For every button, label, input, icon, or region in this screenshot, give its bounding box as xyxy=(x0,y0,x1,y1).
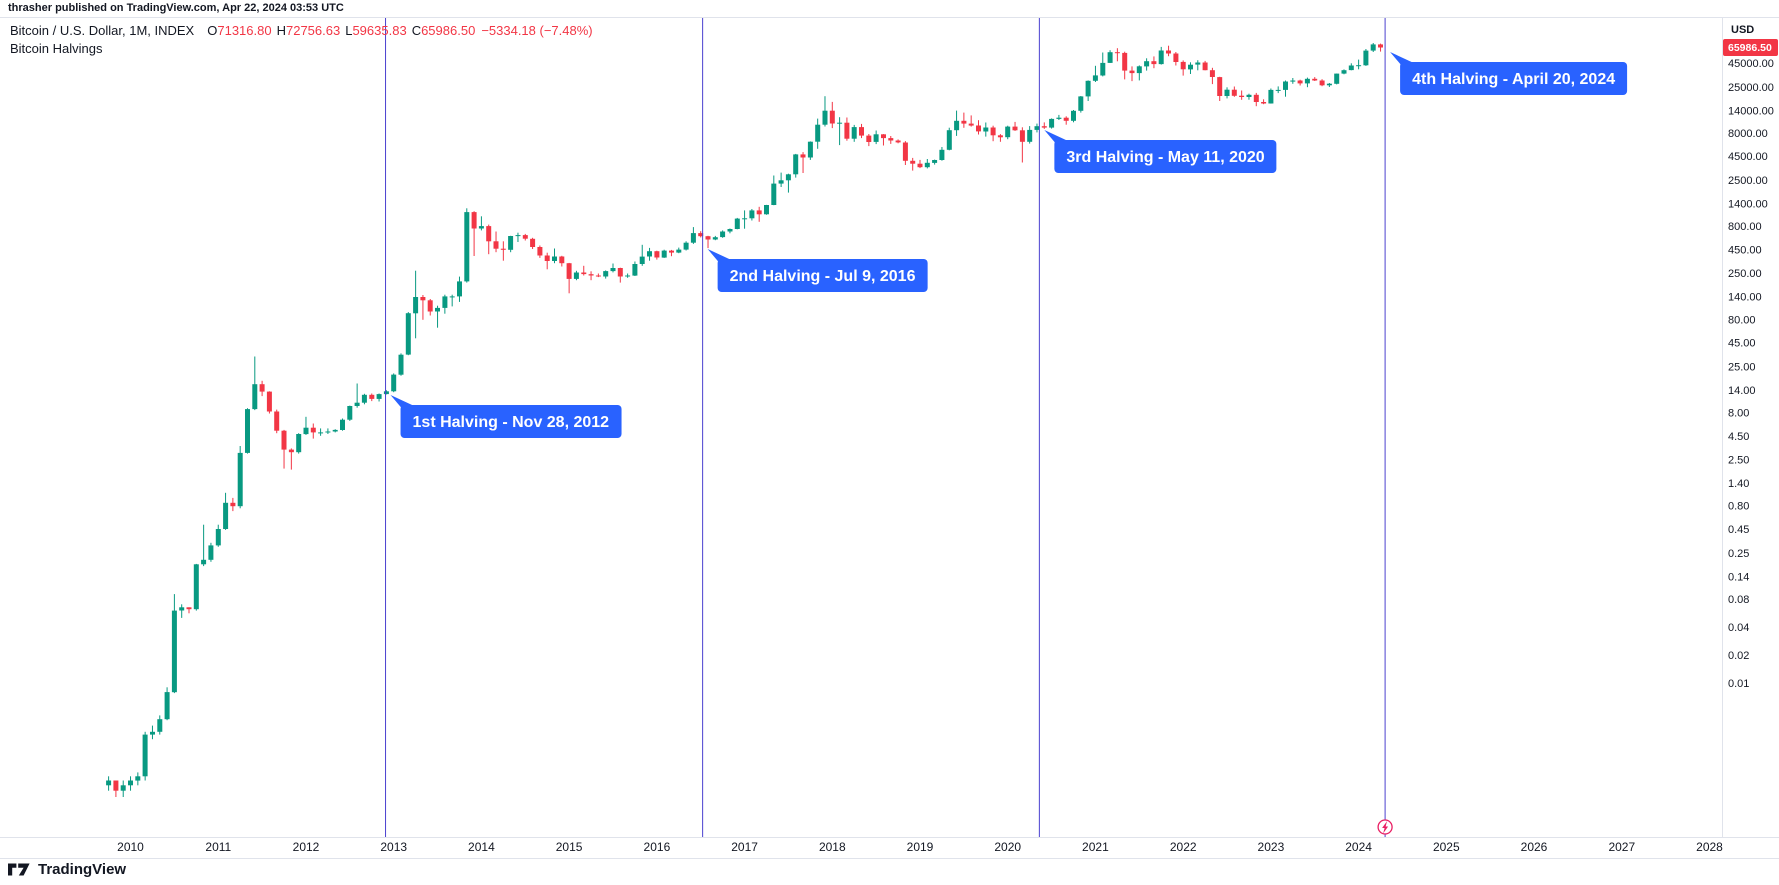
halving-label-text: 3rd Halving - May 11, 2020 xyxy=(1066,149,1264,166)
price-tick-label: 0.25 xyxy=(1728,548,1749,560)
low-label: L xyxy=(345,23,353,38)
price-tick-label: 0.45 xyxy=(1728,524,1749,536)
price-tick-label: 14.00 xyxy=(1728,385,1756,397)
attribution-bar: thrasher published on TradingView.com, A… xyxy=(8,2,344,14)
halving-label-bg xyxy=(1054,140,1277,173)
price-tick-label: 8.00 xyxy=(1728,408,1749,420)
price-tick-label: 2.50 xyxy=(1728,455,1749,467)
time-scale[interactable]: 2010 2011 2012 2013 2014 2015 2016 2017 2018 2019… xyxy=(117,840,1723,854)
symbol-title[interactable]: Bitcoin / U.S. Dollar, 1M, INDEX xyxy=(10,23,195,38)
year-tick-label: 2028 xyxy=(1696,840,1723,854)
price-tick-label: 140.00 xyxy=(1728,292,1762,304)
price-scale[interactable]: 45000.00 25000.00 14000.00 8000.00 4500.00 25… xyxy=(1728,58,1774,690)
halving-label-text: 1st Halving - Nov 28, 2012 xyxy=(413,414,610,431)
year-tick-label: 2024 xyxy=(1345,840,1372,854)
price-tick-label: 1.40 xyxy=(1728,478,1749,490)
price-tick-label: 4.50 xyxy=(1728,431,1749,443)
year-tick-label: 2016 xyxy=(644,840,671,854)
year-tick-label: 2014 xyxy=(468,840,495,854)
attribution-text: thrasher published on TradingView.com, A… xyxy=(8,2,344,14)
high-label: H xyxy=(276,23,286,38)
candlestick-series xyxy=(106,43,1383,797)
drawing-title[interactable]: Bitcoin Halvings xyxy=(10,41,103,56)
year-tick-label: 2011 xyxy=(205,840,231,854)
price-tick-label: 45.00 xyxy=(1728,338,1756,350)
year-tick-label: 2010 xyxy=(117,840,144,854)
tradingview-logo-icon xyxy=(8,863,30,876)
price-tick-label: 0.80 xyxy=(1728,501,1749,513)
price-tick-label: 25.00 xyxy=(1728,361,1756,373)
price-tick-label: 0.01 xyxy=(1728,678,1749,690)
svg-text:65986.50: 65986.50 xyxy=(1728,42,1772,54)
last-price-badge: 65986.50 xyxy=(1723,39,1778,56)
halving-label-pointer xyxy=(1044,130,1073,143)
year-tick-label: 2023 xyxy=(1258,840,1285,854)
price-tick-label: 800.00 xyxy=(1728,221,1762,233)
halving-label-bg xyxy=(1400,62,1628,95)
year-tick-label: 2021 xyxy=(1082,840,1109,854)
price-tick-label: 1400.00 xyxy=(1728,199,1768,211)
halving-label-pointer xyxy=(390,395,419,408)
halving-label-pointer xyxy=(1390,52,1419,65)
chart-legend: Bitcoin / U.S. Dollar, 1M, INDEX O71316.8… xyxy=(10,23,593,57)
price-tick-label: 250.00 xyxy=(1728,268,1762,280)
price-tick-label: 8000.00 xyxy=(1728,128,1768,140)
year-tick-label: 2022 xyxy=(1170,840,1197,854)
price-tick-label: 0.08 xyxy=(1728,594,1749,606)
halving-label-bg xyxy=(400,405,622,438)
year-tick-label: 2020 xyxy=(994,840,1021,854)
chart-pane[interactable] xyxy=(0,18,1722,837)
price-tick-label: 0.04 xyxy=(1728,622,1749,634)
halving-label-bg xyxy=(717,259,928,292)
high-value: 72756.63 xyxy=(285,23,341,38)
halving-label[interactable]: 1st Halving - Nov 28, 2012 xyxy=(390,395,622,438)
halving-event-icon[interactable] xyxy=(1377,819,1393,835)
halving-label-pointer xyxy=(707,249,736,262)
year-tick-label: 2015 xyxy=(556,840,583,854)
year-tick-label: 2013 xyxy=(380,840,407,854)
tradingview-logo-text: TradingView xyxy=(38,861,127,878)
change-value: −5334.18 (−7.48%) xyxy=(481,23,593,38)
year-tick-label: 2026 xyxy=(1521,840,1548,854)
year-tick-label: 2018 xyxy=(819,840,846,854)
price-tick-label: 450.00 xyxy=(1728,244,1762,256)
price-tick-label: 4500.00 xyxy=(1728,151,1768,163)
open-label: O xyxy=(207,23,218,38)
symbol-ohlc-row: Bitcoin / U.S. Dollar, 1M, INDEX O71316.8… xyxy=(10,23,593,39)
halving-label-text: 2nd Halving - Jul 9, 2016 xyxy=(730,268,916,285)
price-tick-label: 25000.00 xyxy=(1728,82,1774,94)
open-value: 71316.80 xyxy=(217,23,272,38)
halving-label-text: 4th Halving - April 20, 2024 xyxy=(1412,71,1615,88)
price-tick-label: 45000.00 xyxy=(1728,58,1774,70)
year-tick-label: 2025 xyxy=(1433,840,1460,854)
halving-label[interactable]: 2nd Halving - Jul 9, 2016 xyxy=(707,249,928,292)
halving-marker: 4th Halving - April 20, 2024 xyxy=(1384,18,1628,837)
halving-label[interactable]: 3rd Halving - May 11, 2020 xyxy=(1044,130,1277,173)
halving-label[interactable]: 4th Halving - April 20, 2024 xyxy=(1390,52,1628,95)
price-tick-label: 2500.00 xyxy=(1728,175,1768,187)
halving-marker: 1st Halving - Nov 28, 2012 xyxy=(385,18,622,837)
halving-marker: 3rd Halving - May 11, 2020 xyxy=(1038,18,1277,837)
year-tick-label: 2027 xyxy=(1608,840,1635,854)
year-tick-label: 2012 xyxy=(293,840,320,854)
close-value: 65986.50 xyxy=(421,23,476,38)
price-tick-label: 80.00 xyxy=(1728,314,1756,326)
price-tick-label: 0.02 xyxy=(1728,650,1749,662)
year-tick-label: 2017 xyxy=(731,840,758,854)
close-label: C xyxy=(411,23,422,38)
low-value: 59635.83 xyxy=(352,23,407,38)
currency-label[interactable]: USD xyxy=(1731,24,1755,36)
halving-marker: 2nd Halving - Jul 9, 2016 xyxy=(702,18,928,837)
price-tick-label: 0.14 xyxy=(1728,571,1749,583)
price-tick-label: 14000.00 xyxy=(1728,105,1774,117)
year-tick-label: 2019 xyxy=(907,840,934,854)
tradingview-logo[interactable]: TradingView xyxy=(8,861,126,878)
